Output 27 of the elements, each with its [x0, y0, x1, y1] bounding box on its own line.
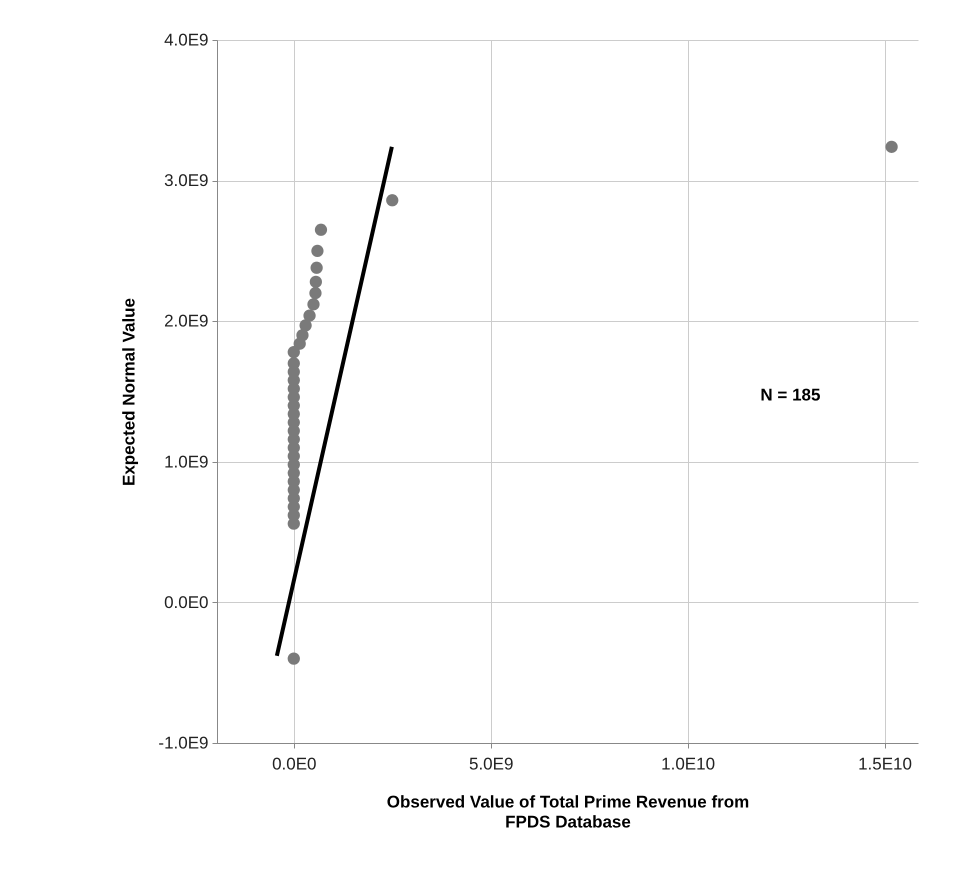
point: [310, 276, 322, 288]
point: [296, 329, 309, 342]
y-tick-label: 1.0E9: [164, 452, 208, 472]
point: [303, 309, 316, 322]
point: [309, 286, 322, 300]
point: [885, 140, 898, 153]
point: [314, 224, 328, 236]
annotation: N = 185: [760, 386, 820, 405]
y-tick-label: 4.0E9: [164, 30, 208, 50]
point: [299, 319, 312, 332]
x-tick-label: 1.0E10: [661, 754, 716, 774]
point: [311, 244, 324, 258]
point: [310, 262, 323, 274]
x-axis-title: Observed Value of Total Prime Revenue from FPDS Database: [386, 792, 750, 832]
y-tick-label: 3.0E9: [164, 171, 208, 190]
y-axis-title: Expected Normal Value: [119, 298, 138, 486]
point: [307, 298, 320, 310]
y-tick-label: 0.0E0: [164, 592, 208, 612]
x-tick-label: 5.0E9: [468, 754, 514, 774]
x-tick-label: 1.5E10: [858, 754, 912, 774]
point: [288, 652, 300, 665]
x-tick-label: 0.0E0: [272, 754, 317, 774]
point: [288, 357, 300, 370]
point: [386, 194, 398, 206]
y-tick-label: -1.0E9: [158, 734, 208, 752]
point: [288, 346, 300, 358]
y-tick-label: 2.0E9: [164, 312, 208, 331]
